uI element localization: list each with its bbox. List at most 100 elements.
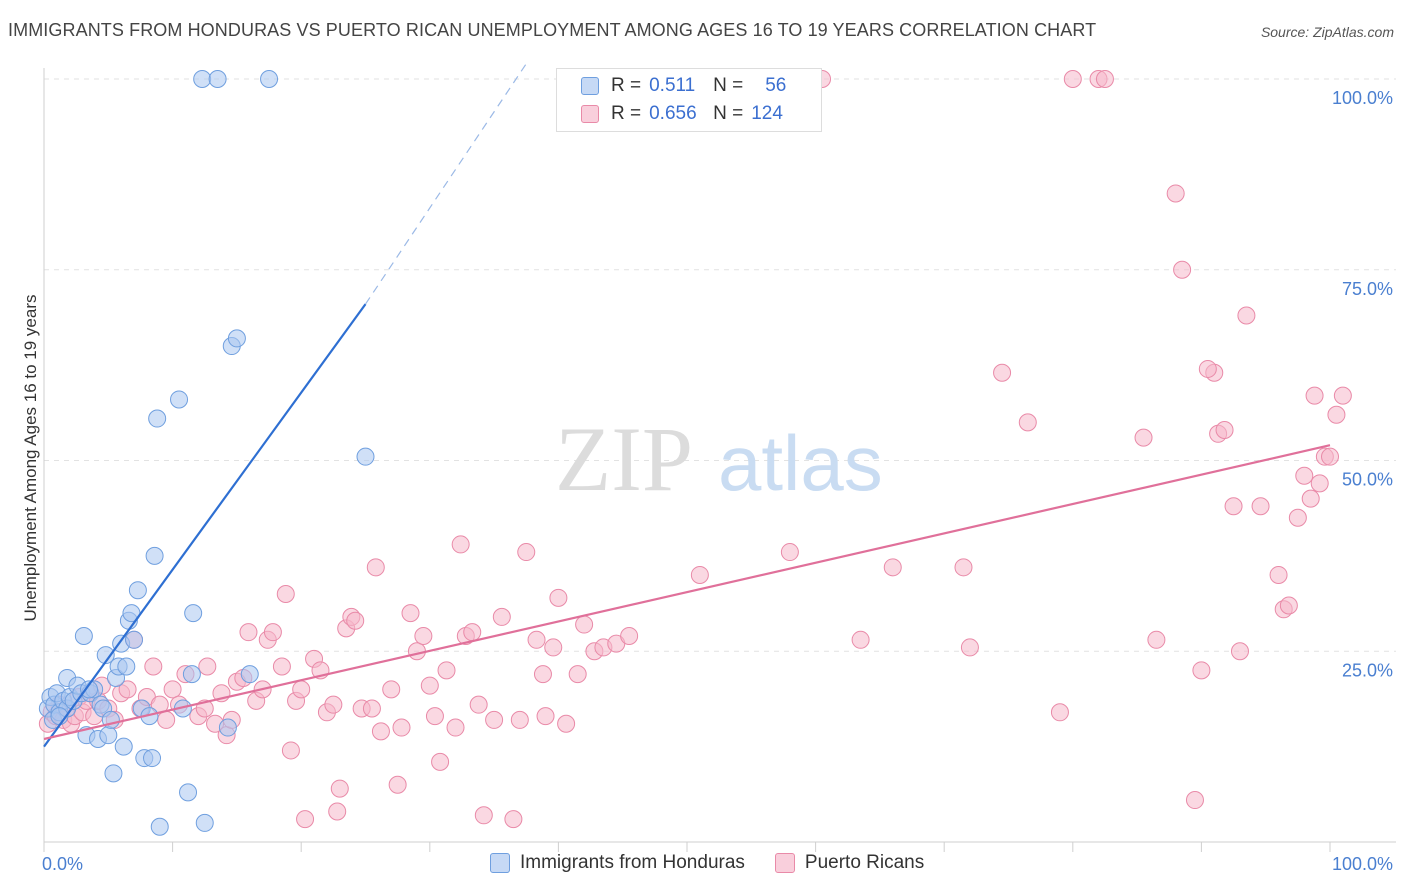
puerto-ricans-point bbox=[1134, 428, 1153, 447]
puerto-ricans-point bbox=[557, 714, 576, 733]
watermark-zip: ZIP bbox=[555, 408, 693, 510]
legend-r-label: R = bbox=[611, 103, 642, 124]
puerto-ricans-point bbox=[575, 615, 594, 634]
puerto-ricans-point bbox=[549, 588, 568, 607]
puerto-ricans-point bbox=[883, 558, 902, 577]
honduras-point bbox=[99, 726, 118, 745]
honduras-point bbox=[193, 70, 212, 88]
legend-label-puerto-ricans: Puerto Ricans bbox=[804, 852, 925, 873]
legend-r-value: 0.511 bbox=[649, 75, 696, 96]
legend-item-puerto-ricans: Puerto Ricans bbox=[774, 852, 925, 874]
honduras-point bbox=[184, 604, 203, 623]
legend-swatch-blue bbox=[490, 853, 510, 873]
puerto-ricans-point bbox=[1321, 447, 1339, 466]
puerto-ricans-point bbox=[1305, 386, 1324, 405]
puerto-ricans-point bbox=[1230, 642, 1249, 661]
correlation-legend: R = 0.511 N = 56 R = 0.656 N = 124 bbox=[556, 68, 822, 132]
honduras-point bbox=[208, 70, 227, 88]
legend-swatch-pink bbox=[581, 105, 599, 123]
puerto-ricans-point bbox=[281, 741, 300, 760]
y-tick-label: 100.0% bbox=[1332, 88, 1393, 108]
puerto-ricans-point bbox=[851, 630, 870, 649]
puerto-ricans-point bbox=[1173, 260, 1192, 279]
y-axis-label: Unemployment Among Ages 16 to 19 years bbox=[21, 295, 40, 622]
puerto-ricans-point bbox=[1185, 791, 1204, 810]
puerto-ricans-point bbox=[431, 752, 450, 771]
puerto-ricans-point bbox=[1237, 306, 1256, 325]
honduras-point bbox=[170, 390, 189, 409]
honduras-point bbox=[356, 447, 375, 466]
honduras-point bbox=[150, 817, 169, 836]
honduras-point bbox=[143, 749, 162, 768]
watermark: ZIP atlas bbox=[555, 408, 883, 510]
x-tick-label: 0.0% bbox=[42, 854, 83, 874]
legend-item-honduras: Immigrants from Honduras bbox=[490, 852, 745, 874]
puerto-ricans-point bbox=[1251, 497, 1270, 516]
series-legend: Immigrants from Honduras Puerto Ricans bbox=[490, 852, 954, 874]
honduras-point bbox=[125, 630, 144, 649]
puerto-ricans-point bbox=[1095, 70, 1114, 88]
honduras-point bbox=[240, 665, 259, 684]
puerto-ricans-point bbox=[366, 558, 385, 577]
puerto-ricans-point bbox=[492, 607, 511, 626]
puerto-ricans-point bbox=[469, 695, 488, 714]
puerto-ricans-point bbox=[420, 676, 439, 695]
puerto-ricans-point bbox=[346, 611, 365, 630]
tick-labels: 25.0% 50.0% 75.0% 100.0% 0.0% 100.0% bbox=[42, 88, 1393, 874]
puerto-ricans-point bbox=[414, 626, 433, 645]
x-tick-label: 100.0% bbox=[1332, 854, 1393, 874]
puerto-ricans-point bbox=[118, 680, 137, 699]
puerto-ricans-point bbox=[504, 810, 523, 829]
y-tick-label: 25.0% bbox=[1342, 660, 1393, 680]
puerto-ricans-point bbox=[362, 699, 381, 718]
trendlines bbox=[43, 63, 1331, 748]
puerto-ricans-point bbox=[474, 806, 493, 825]
puerto-ricans-point bbox=[1279, 596, 1298, 615]
honduras-point bbox=[80, 680, 99, 699]
legend-n-label: N = bbox=[713, 103, 744, 124]
legend-r-value: 0.656 bbox=[649, 103, 697, 124]
puerto-ricans-point bbox=[690, 565, 709, 584]
puerto-ricans-point bbox=[954, 558, 973, 577]
honduras-trendline-extension bbox=[365, 63, 527, 305]
puerto-ricans-point bbox=[371, 722, 390, 741]
legend-n-label: N = bbox=[713, 75, 744, 96]
puerto-ricans-point bbox=[1224, 497, 1243, 516]
puerto-ricans-point bbox=[328, 802, 347, 821]
puerto-ricans-point bbox=[536, 707, 555, 726]
honduras-point bbox=[182, 665, 201, 684]
grid-lines bbox=[44, 78, 1396, 652]
source-label: Source: ZipAtlas.com bbox=[1260, 24, 1394, 40]
series-honduras bbox=[38, 70, 375, 836]
honduras-point bbox=[227, 329, 246, 348]
puerto-ricans-point bbox=[292, 680, 311, 699]
puerto-ricans-point bbox=[157, 710, 176, 729]
puerto-ricans-point bbox=[1215, 420, 1234, 439]
puerto-ricans-point bbox=[1063, 70, 1082, 88]
chart-title: IMMIGRANTS FROM HONDURAS VS PUERTO RICAN… bbox=[8, 20, 1097, 40]
puerto-ricans-point bbox=[485, 710, 504, 729]
legend-swatch-blue bbox=[581, 77, 599, 95]
puerto-ricans-point bbox=[993, 363, 1012, 382]
puerto-ricans-point bbox=[960, 638, 979, 657]
puerto-ricans-point bbox=[163, 680, 182, 699]
puerto-ricans-point bbox=[239, 623, 258, 642]
puerto-ricans-point bbox=[296, 810, 315, 829]
honduras-point bbox=[96, 646, 115, 665]
honduras-point bbox=[117, 657, 136, 676]
puerto-ricans-point bbox=[324, 695, 343, 714]
puerto-ricans-point bbox=[544, 638, 563, 657]
honduras-point bbox=[195, 813, 214, 832]
honduras-point bbox=[74, 626, 93, 645]
puerto-ricans-point bbox=[272, 657, 291, 676]
legend-label-honduras: Immigrants from Honduras bbox=[520, 852, 745, 873]
honduras-point bbox=[128, 581, 147, 600]
puerto-ricans-point bbox=[568, 665, 587, 684]
puerto-ricans-point bbox=[620, 626, 639, 645]
puerto-ricans-point bbox=[1310, 474, 1329, 493]
puerto-ricans-point bbox=[1192, 661, 1211, 680]
puerto-ricans-point bbox=[1050, 703, 1069, 722]
puerto-ricans-point bbox=[276, 585, 295, 604]
honduras-point bbox=[145, 546, 164, 565]
puerto-ricans-point bbox=[401, 604, 420, 623]
